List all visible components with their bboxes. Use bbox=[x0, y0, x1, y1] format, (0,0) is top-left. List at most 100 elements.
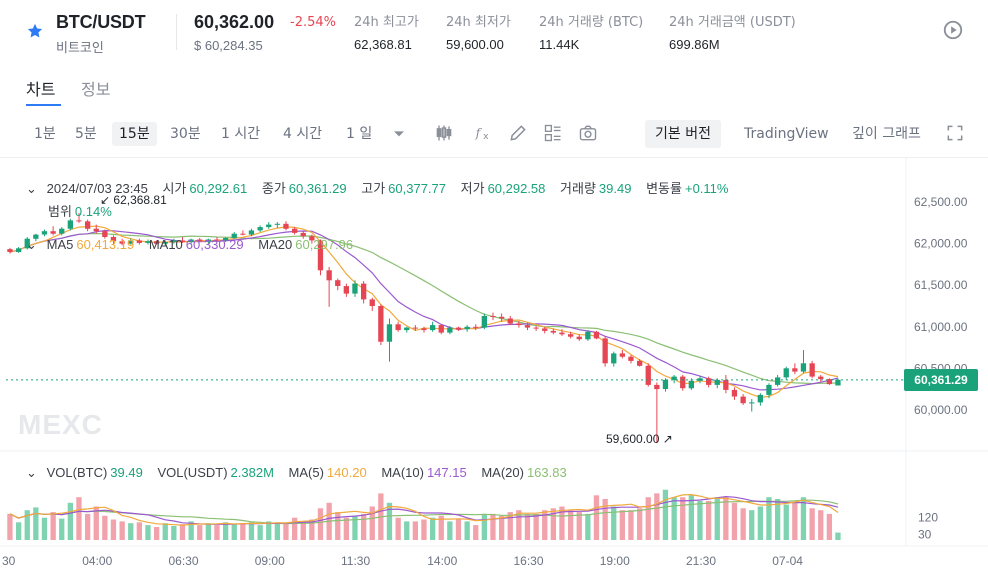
time-axis-tick: 16:30 bbox=[514, 554, 544, 568]
candle-body bbox=[826, 379, 832, 385]
volume-bar bbox=[550, 508, 556, 540]
candle-body bbox=[671, 376, 677, 380]
timeframe-1h[interactable]: 1 시간 bbox=[221, 126, 261, 142]
pair-name[interactable]: BTC/USDT bbox=[56, 12, 146, 32]
view-depth-button[interactable]: 깊이 그래프 bbox=[852, 126, 921, 142]
view-basic-button[interactable]: 기본 버전 bbox=[645, 120, 721, 148]
candle-body bbox=[835, 379, 841, 386]
pen-icon[interactable] bbox=[508, 123, 528, 143]
timeframe-1d[interactable]: 1 일 bbox=[346, 126, 373, 142]
vol-ma10: 147.15 bbox=[426, 465, 467, 480]
candle-body bbox=[119, 241, 125, 244]
camera-icon[interactable] bbox=[578, 123, 598, 143]
legend-volume: 39.49 bbox=[598, 181, 632, 196]
volume-bar bbox=[757, 506, 763, 540]
legend-ma10: 60,330.29 bbox=[185, 237, 244, 252]
layout-icon[interactable] bbox=[543, 123, 563, 143]
time-axis-tick: 11:30 bbox=[341, 554, 370, 568]
chevron-down-icon[interactable]: ⌄ bbox=[26, 465, 37, 480]
volume-bar bbox=[257, 525, 263, 540]
price-axis-tick: 62,500.00 bbox=[914, 195, 968, 209]
chevron-down-icon[interactable] bbox=[389, 123, 409, 143]
legend-open-label: 시가 bbox=[162, 181, 187, 196]
volume-bar bbox=[76, 497, 82, 540]
candle-body bbox=[292, 228, 298, 233]
candle-body bbox=[171, 240, 177, 243]
volume-bar bbox=[490, 513, 496, 540]
candle-body bbox=[136, 240, 142, 243]
volume-bar bbox=[637, 508, 643, 540]
range-legend: 범위 0.14% bbox=[48, 201, 115, 220]
volume-bar bbox=[292, 517, 298, 540]
candle-body bbox=[680, 376, 686, 389]
candle-body bbox=[490, 316, 496, 317]
volume-bar bbox=[283, 523, 289, 540]
volume-bar bbox=[223, 522, 229, 540]
volume-bar bbox=[404, 521, 410, 540]
volume-axis-tick: 120 bbox=[918, 511, 938, 525]
candle-body bbox=[24, 238, 30, 249]
price-axis-tick: 62,000.00 bbox=[914, 237, 968, 251]
stat-turnover-value: 699.86M bbox=[669, 37, 720, 52]
volume-bar bbox=[533, 513, 539, 540]
volume-bar bbox=[369, 506, 375, 540]
volume-bar bbox=[792, 502, 798, 540]
candle-body bbox=[93, 228, 99, 232]
candle-body bbox=[274, 223, 280, 225]
volume-bar bbox=[731, 502, 738, 540]
volume-ma5-line bbox=[9, 493, 839, 526]
volume-bar bbox=[499, 515, 505, 540]
star-icon[interactable] bbox=[26, 22, 44, 40]
legend-low-label: 저가 bbox=[460, 181, 485, 196]
chevron-down-icon[interactable]: ⌄ bbox=[26, 237, 37, 252]
volume-bar bbox=[473, 525, 479, 540]
candle-body bbox=[775, 377, 781, 385]
timeframe-5m[interactable]: 5분 bbox=[75, 126, 97, 142]
volume-bar bbox=[464, 521, 470, 540]
tab-chart[interactable]: 차트 bbox=[26, 80, 56, 99]
candle-body bbox=[369, 299, 375, 306]
candle-body bbox=[188, 239, 194, 242]
volume-bar bbox=[361, 513, 367, 540]
candle-body bbox=[783, 368, 789, 378]
fullscreen-icon[interactable] bbox=[945, 123, 965, 143]
volume-bar bbox=[766, 497, 772, 540]
chart-area[interactable]: MEXC 62,500.00 62,000.00 61,500.00 61,000.0… bbox=[0, 158, 988, 581]
view-tradingview-button[interactable]: TradingView bbox=[744, 126, 829, 142]
stat-volume-value: 11.44K bbox=[539, 37, 580, 52]
time-axis-tick: 30 bbox=[2, 554, 16, 568]
volume-bar bbox=[7, 513, 13, 540]
svg-text:x: x bbox=[483, 131, 489, 142]
play-circle-icon[interactable] bbox=[942, 19, 964, 41]
timeframe-30m[interactable]: 30분 bbox=[170, 126, 201, 142]
tab-info[interactable]: 정보 bbox=[81, 80, 111, 99]
candlestick-chart[interactable]: 62,500.0062,000.0061,500.0061,000.0060,5… bbox=[0, 158, 988, 581]
stat-low-label: 24h 최저가 bbox=[446, 15, 511, 30]
volume-ma10-line bbox=[9, 495, 839, 525]
candlestick-icon[interactable] bbox=[434, 123, 454, 143]
volume-bar bbox=[335, 512, 341, 540]
chevron-down-icon[interactable]: ⌄ bbox=[26, 181, 37, 196]
volume-bar bbox=[248, 522, 255, 540]
time-axis-tick: 14:00 bbox=[427, 554, 457, 568]
legend-range: 0.14% bbox=[74, 204, 112, 219]
stat-low-value: 59,600.00 bbox=[446, 37, 504, 52]
volume-bar bbox=[421, 519, 427, 540]
candle-body bbox=[240, 233, 246, 235]
legend-range-label: 범위 bbox=[48, 204, 72, 219]
volume-bar bbox=[352, 515, 358, 540]
volume-bar bbox=[145, 525, 151, 540]
timeframe-15m[interactable]: 15분 bbox=[112, 122, 157, 146]
candle-body bbox=[50, 231, 56, 234]
volume-bar bbox=[395, 517, 401, 540]
price-axis-tick: 61,500.00 bbox=[914, 278, 968, 292]
candle-body bbox=[499, 316, 505, 319]
volume-bar bbox=[266, 521, 272, 540]
volume-bar bbox=[826, 513, 832, 540]
candle-body bbox=[559, 332, 565, 335]
timeframe-1m[interactable]: 1분 bbox=[34, 126, 56, 142]
timeframe-4h[interactable]: 4 시간 bbox=[283, 126, 323, 142]
volume-bar bbox=[671, 497, 677, 540]
candle-body bbox=[464, 326, 470, 330]
